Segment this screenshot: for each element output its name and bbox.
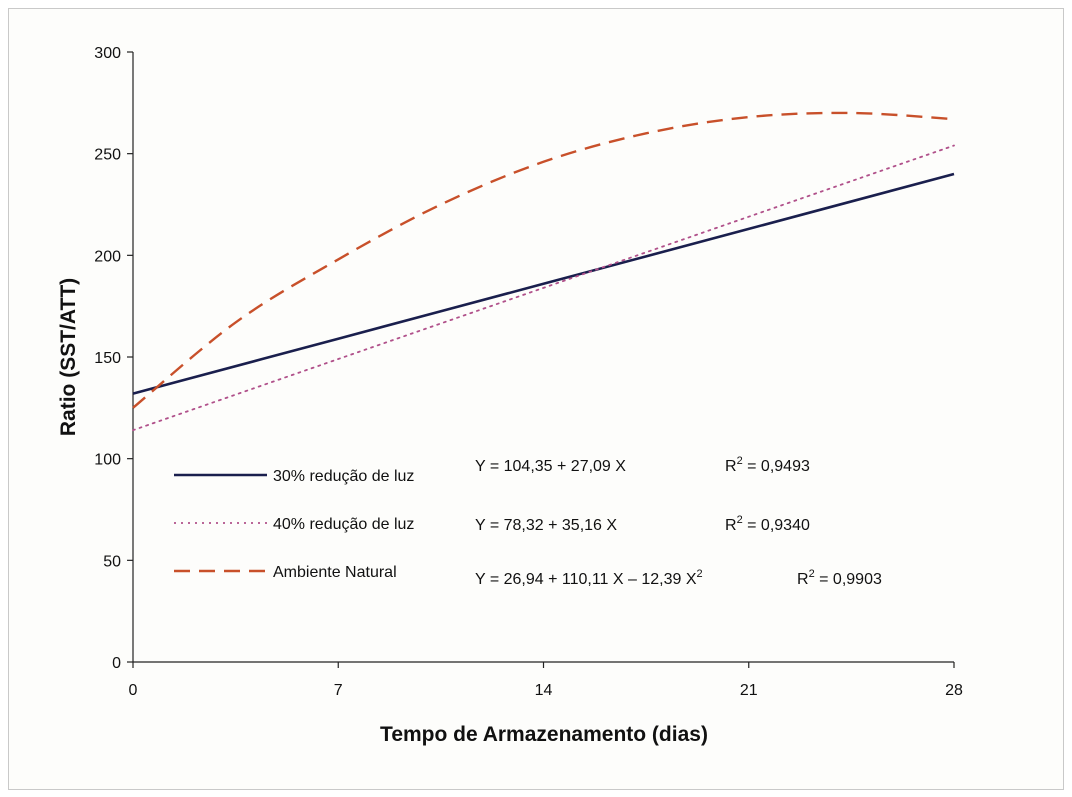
equation-40pct: Y = 78,32 + 35,16 X [475,517,617,534]
x-tick-label: 28 [945,682,963,699]
legend: 30% redução de luz 40% redução de luz Am… [174,468,414,581]
x-axis-title: Tempo de Armazenamento (dias) [380,723,708,746]
y-tick-label: 100 [94,452,121,469]
x-tick-label: 7 [334,682,343,699]
series-line-1 [132,144,955,432]
regression-equations: Y = 104,35 + 27,09 X R2 = 0,9493 Y = 78,… [475,455,882,588]
y-axis-title: Ratio (SST/ATT) [57,278,80,436]
equation-natural: Y = 26,94 + 110,11 X – 12,39 X2 [475,568,703,588]
tick-group: 0 50 100 150 200 250 300 0 7 14 21 28 [94,45,963,699]
y-tick-label: 50 [103,553,121,570]
line-chart: 0 50 100 150 200 250 300 0 7 14 21 28 Ratio (SST/AT… [57,45,963,746]
y-tick-label: 250 [94,147,121,164]
legend-label-natural: Ambiente Natural [273,564,397,581]
legend-label-40pct: 40% redução de luz [273,516,414,533]
y-tick-label: 150 [94,350,121,367]
legend-label-30pct: 30% redução de luz [273,468,414,485]
series-line-0 [132,172,955,395]
y-tick-label: 300 [94,45,121,62]
r-squared-40pct: R2 = 0,9340 [725,514,810,534]
x-tick-label: 14 [535,682,553,699]
x-tick-label: 0 [129,682,138,699]
y-tick-label: 200 [94,248,121,265]
y-tick-label: 0 [112,655,121,672]
chart-frame: 0 50 100 150 200 250 300 0 7 14 21 28 Ratio (SST/AT… [8,8,1064,790]
equation-30pct: Y = 104,35 + 27,09 X [475,458,626,475]
r-squared-30pct: R2 = 0,9493 [725,455,810,475]
r-squared-natural: R2 = 0,9903 [797,568,882,588]
series-group [132,111,955,432]
series-line-2 [132,111,955,409]
x-tick-label: 21 [740,682,758,699]
